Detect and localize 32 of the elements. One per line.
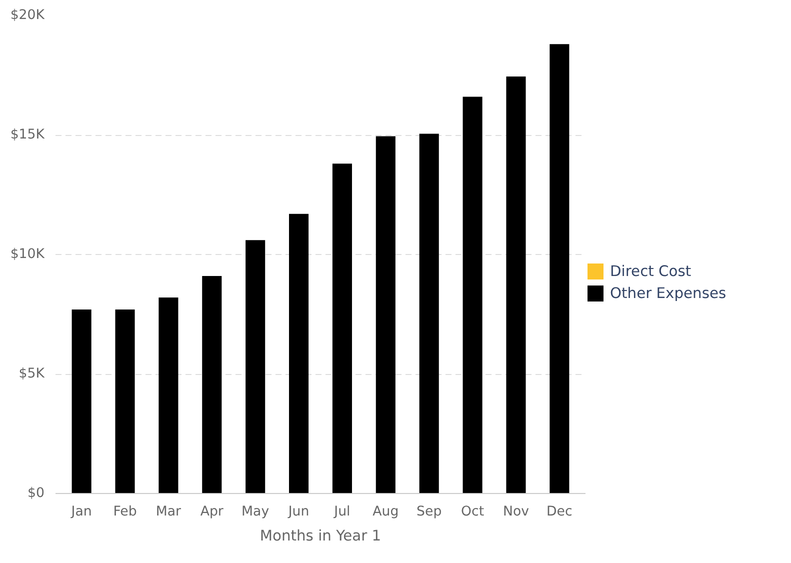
bar bbox=[289, 214, 309, 494]
bar bbox=[332, 164, 352, 494]
bar bbox=[419, 134, 439, 494]
legend-label: Direct Cost bbox=[610, 262, 692, 280]
bar bbox=[115, 309, 135, 494]
y-tick-label: $5K bbox=[18, 366, 46, 382]
x-tick-label: Jun bbox=[287, 504, 310, 520]
bar bbox=[506, 76, 526, 494]
legend-label: Other Expenses bbox=[610, 284, 726, 302]
x-tick-label: Mar bbox=[156, 504, 182, 520]
x-tick-label: Feb bbox=[113, 504, 137, 520]
x-tick-label: Dec bbox=[546, 504, 572, 520]
x-tick-label: Apr bbox=[200, 504, 224, 520]
x-axis-title: Months in Year 1 bbox=[260, 528, 382, 544]
bar bbox=[72, 309, 92, 494]
bar bbox=[158, 298, 178, 494]
x-tick-label: Jan bbox=[70, 504, 92, 520]
x-tick-label: Aug bbox=[372, 504, 399, 520]
bar bbox=[202, 276, 222, 494]
x-tick-label: Jul bbox=[333, 504, 350, 520]
bar bbox=[246, 240, 266, 494]
bar bbox=[550, 44, 570, 494]
x-tick-label: Oct bbox=[461, 504, 484, 520]
y-tick-label: $10K bbox=[10, 247, 46, 262]
x-tick-label: Sep bbox=[416, 504, 442, 520]
bar bbox=[376, 136, 396, 494]
y-tick-label: $15K bbox=[10, 128, 46, 142]
y-tick-label: $0 bbox=[28, 486, 45, 501]
bar bbox=[462, 96, 482, 494]
x-tick-label: Nov bbox=[502, 504, 530, 520]
y-tick-label: $20K bbox=[10, 8, 46, 23]
x-tick-label: May bbox=[242, 504, 270, 520]
